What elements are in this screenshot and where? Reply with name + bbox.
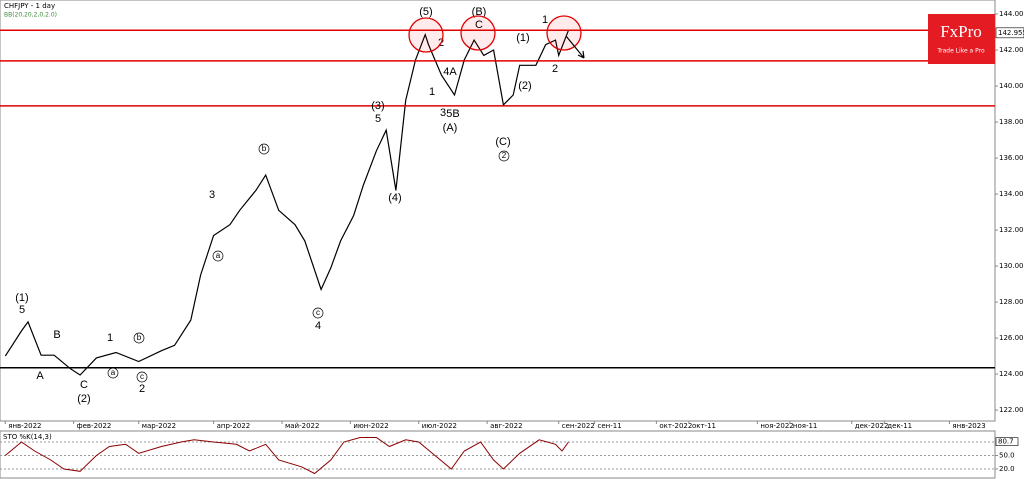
wave-label: (3) <box>371 100 384 112</box>
price-tag-label: 142.955 <box>998 29 1024 37</box>
y-tick-label: 126.000 <box>999 334 1024 342</box>
x-tick-label: дек-2022 <box>855 422 889 430</box>
wave-label: 4A <box>443 66 457 78</box>
wave-label: 1 <box>542 14 548 26</box>
sto-tag-label: 80.7 <box>998 438 1014 446</box>
chart-title: CHFJPY - 1 day <box>4 2 55 10</box>
wave-label: (5) <box>419 6 432 18</box>
wave-label: A <box>36 370 44 382</box>
chart-subtitle: BB(20,20,2,0,2.0) <box>4 12 57 19</box>
y-tick-label: 50.0 <box>999 452 1015 460</box>
wave-label: (2) <box>518 80 531 92</box>
wave-label: (B) <box>472 6 487 18</box>
wave-label: b <box>137 333 142 342</box>
wave-label: 3 <box>209 189 215 201</box>
x-tick-label: фев-2022 <box>77 422 112 430</box>
wave-circle <box>212 250 224 262</box>
y-tick-label: 140.000 <box>999 82 1024 90</box>
wave-label: 5 <box>19 304 25 316</box>
wave-label: (1) <box>516 32 529 44</box>
x-tick-label: авг-2022 <box>490 422 522 430</box>
y-tick-label: 130.000 <box>999 262 1024 270</box>
forecast-arrow <box>565 35 585 59</box>
x-tick-label: сен-11 <box>598 422 622 430</box>
price-line <box>4 437 569 475</box>
wave-label: c <box>140 372 144 381</box>
y-tick-label: 138.000 <box>999 118 1024 126</box>
wave-circle <box>107 367 119 379</box>
wave-circle <box>136 371 148 383</box>
wave-label: 2 <box>139 383 145 395</box>
y-tick-label: 122.000 <box>999 406 1024 414</box>
wave-label: 4 <box>315 320 321 332</box>
wave-label: 5 <box>375 113 381 125</box>
wave-label: 3 <box>440 107 446 119</box>
wave-circle <box>133 332 145 344</box>
wave-label: (1) <box>15 292 28 304</box>
highlight-circle <box>546 15 582 51</box>
x-tick-label: май-2022 <box>285 422 319 430</box>
x-tick-label: июн-2022 <box>353 422 388 430</box>
y-tick-label: 134.000 <box>999 190 1024 198</box>
wave-label: 2 <box>502 151 507 160</box>
wave-circle <box>498 150 510 162</box>
wave-label: C <box>475 19 483 31</box>
x-tick-label: апр-2022 <box>217 422 251 430</box>
x-tick-label: сен-2022 <box>562 422 595 430</box>
wave-label: a <box>216 251 221 260</box>
sto-title: STO %K(14,3) <box>3 433 52 441</box>
x-tick-label: ноя-11 <box>793 422 818 430</box>
x-tick-label: мар-2022 <box>142 422 176 430</box>
y-tick-label: 144.000 <box>999 10 1024 18</box>
price-tag <box>995 27 1024 39</box>
x-tick-label: янв-2023 <box>952 422 985 430</box>
sto-tag <box>995 437 1019 446</box>
wave-circle <box>312 307 324 319</box>
highlight-circle <box>408 17 444 53</box>
x-tick-label: дек-11 <box>887 422 912 430</box>
wave-label: a <box>111 368 116 377</box>
wave-label: 5B <box>446 108 459 120</box>
highlight-circle <box>460 15 496 51</box>
y-tick-label: 124.000 <box>999 370 1024 378</box>
wave-label: 2 <box>552 63 558 75</box>
wave-label: (A) <box>443 122 458 134</box>
wave-label: b <box>262 144 267 153</box>
x-tick-label: янв-2022 <box>8 422 41 430</box>
y-tick-label: 136.000 <box>999 154 1024 162</box>
logo-name: FxPro <box>940 22 982 41</box>
wave-label: C <box>80 379 88 391</box>
wave-label: (C) <box>495 136 510 148</box>
x-tick-label: окт-2022 <box>659 422 692 430</box>
wave-label: 1 <box>107 332 113 344</box>
y-tick-label: 132.000 <box>999 226 1024 234</box>
wave-label: c <box>316 308 320 317</box>
wave-label: (4) <box>388 192 401 204</box>
y-tick-label: 142.000 <box>999 46 1024 54</box>
wave-label: B <box>53 329 60 341</box>
price-line <box>4 29 570 376</box>
x-tick-label: июл-2022 <box>422 422 457 430</box>
logo-tagline: Trade Like a Pro <box>936 48 985 55</box>
wave-label: (2) <box>77 393 90 405</box>
main-frame <box>0 0 996 422</box>
x-tick-label: ноя-2022 <box>760 422 793 430</box>
wave-circle <box>258 143 270 155</box>
x-tick-label: окт-11 <box>692 422 716 430</box>
wave-label: 1 <box>429 86 435 98</box>
logo-box <box>928 14 995 64</box>
sto-frame <box>0 430 996 479</box>
y-tick-label: 128.000 <box>999 298 1024 306</box>
y-tick-label: 20.0 <box>999 465 1015 473</box>
